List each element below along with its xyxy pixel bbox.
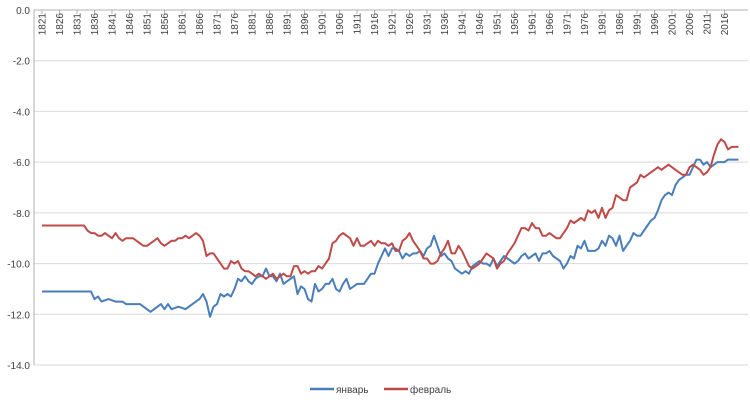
y-tick-label: -6.0: [13, 158, 31, 169]
y-tick-label: -14.0: [7, 361, 30, 372]
series-line-2: [42, 138, 739, 280]
x-tick-label: 1946: [475, 13, 486, 36]
x-tick-label: 1886: [265, 13, 276, 36]
x-tick-label: 1971: [563, 13, 574, 36]
x-tick-label: 1901: [318, 13, 329, 36]
x-tick-label: 1986: [615, 13, 626, 36]
x-tick-label: 1891: [283, 13, 294, 36]
legend-label: январь: [336, 385, 368, 396]
x-tick-label: 1896: [300, 13, 311, 36]
series-lines: [42, 138, 739, 318]
x-tick-label: 1991: [633, 13, 644, 36]
x-tick-label: 2016: [720, 13, 731, 36]
y-tick-label: -2.0: [13, 57, 31, 68]
x-tick-label: 1841: [108, 13, 119, 36]
series-line-1: [42, 158, 739, 318]
y-tick-label: 0.0: [16, 6, 30, 17]
y-tick-label: -8.0: [13, 209, 31, 220]
x-tick-label: 1921: [388, 13, 399, 36]
x-tick-label: 1906: [335, 13, 346, 36]
x-tick-label: 1916: [370, 13, 381, 36]
x-tick-label: 2011: [703, 13, 714, 35]
x-tick-label: 1966: [545, 13, 556, 36]
x-tick-label: 1851: [143, 13, 154, 36]
x-axis: 1821 1826 1831 1836 1841 1846 1851 1856 1861 1866…: [38, 10, 731, 36]
x-tick-label: 1871: [213, 13, 224, 36]
gridlines: [33, 9, 748, 366]
y-tick-label: -12.0: [7, 310, 30, 321]
x-tick-label: 1961: [528, 13, 539, 36]
y-tick-label: -4.0: [13, 107, 31, 118]
x-tick-label: 1861: [178, 13, 189, 36]
y-tick-label: -10.0: [7, 260, 30, 271]
x-tick-label: 1996: [650, 13, 661, 36]
x-tick-label: 1821: [38, 13, 49, 36]
x-tick-label: 1826: [55, 13, 66, 36]
x-tick-label: 1881: [248, 13, 259, 36]
x-tick-label: 1981: [598, 13, 609, 36]
x-tick-label: 1856: [160, 13, 171, 36]
x-tick-label: 1836: [90, 13, 101, 36]
x-tick-label: 1876: [230, 13, 241, 36]
x-tick-label: 1941: [458, 13, 469, 36]
legend: январь февраль: [310, 384, 451, 396]
x-tick-label: 1926: [405, 13, 416, 36]
legend-label: февраль: [410, 384, 451, 396]
x-tick-label: 1956: [510, 13, 521, 36]
x-tick-label: 1911: [353, 13, 364, 35]
x-tick-label: 1976: [580, 13, 591, 36]
x-tick-label: 1936: [440, 13, 451, 36]
x-tick-label: 1846: [125, 13, 136, 36]
x-tick-label: 2001: [668, 13, 679, 36]
x-tick-label: 1951: [493, 13, 504, 36]
x-tick-label: 1831: [73, 13, 84, 36]
x-tick-label: 2006: [685, 13, 696, 36]
x-tick-label: 1931: [423, 13, 434, 36]
x-tick-label: 1866: [195, 13, 206, 36]
y-axis: 0.0 -2.0 -4.0 -6.0 -8.0 -10.0 -12.0 -14.0: [7, 6, 30, 372]
